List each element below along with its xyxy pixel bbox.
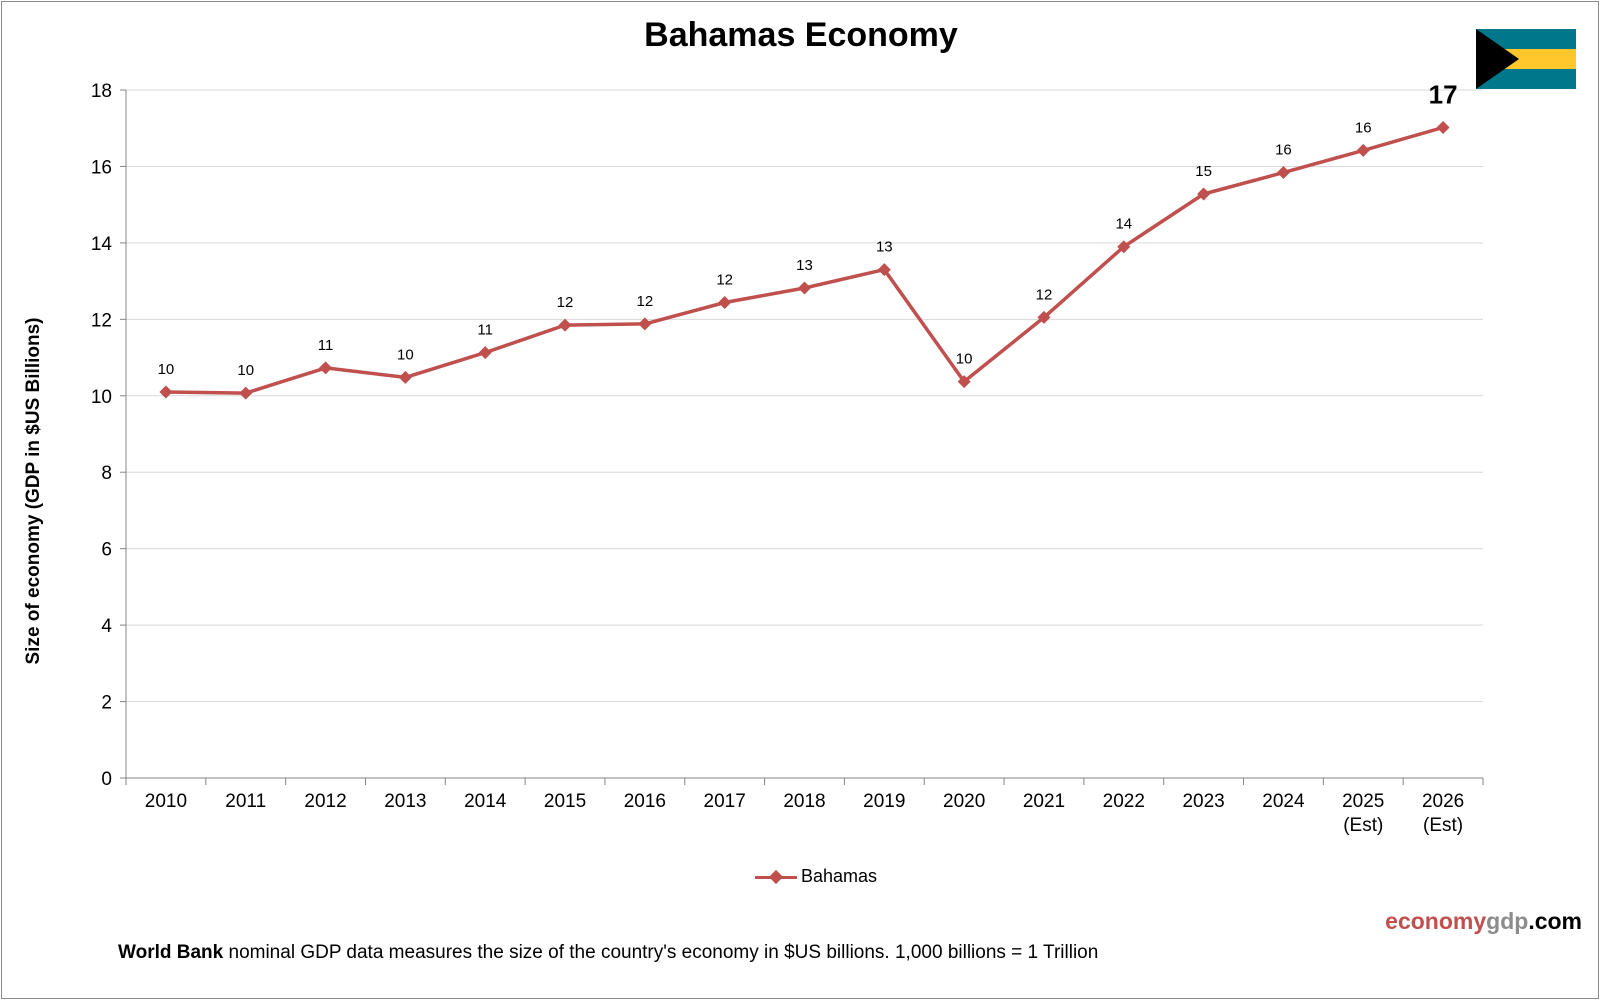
y-tick-label-16: 16 [91,157,112,178]
x-tick-label-12: 2022 [1103,791,1145,812]
data-label-2: 11 [318,337,334,354]
legend-swatch [755,867,797,887]
data-label-14: 16 [1275,142,1292,159]
x-tick-label-10: 2020 [943,791,985,812]
x-tick-label-0: 2010 [145,791,187,812]
data-point-11 [1037,310,1051,324]
x-tick-label-13: 2023 [1182,791,1224,812]
brand-part-economy: economy [1385,908,1487,934]
y-tick-label-12: 12 [91,310,112,331]
x-tick-label-5: 2015 [544,791,586,812]
data-point-16 [1436,120,1450,134]
brand-watermark: economygdp.com [1385,908,1582,935]
chart-title: Bahamas Economy [644,16,958,54]
data-label-12: 14 [1115,216,1132,233]
data-point-7 [718,296,732,310]
x-tick-label-4: 2014 [464,791,507,812]
gridlines [126,89,1483,703]
data-point-14 [1276,166,1290,180]
x-tick-label-3: 2013 [384,791,426,812]
footnote-text: nominal GDP data measures the size of th… [223,942,1099,963]
data-point-4 [478,346,492,360]
data-label-1: 10 [237,362,254,379]
data-point-10 [957,375,971,389]
data-point-2 [319,361,333,375]
y-tick-label-0: 0 [101,769,112,790]
y-tick-label-14: 14 [91,234,113,255]
flag-stripe-bottom [1476,69,1576,89]
flag-stripe-top [1476,29,1576,49]
y-tick-label-4: 4 [101,616,112,637]
footnote-source: World Bank [118,942,224,963]
footnote: World Bank nominal GDP data measures the… [118,942,1098,964]
data-label-8: 13 [796,257,813,274]
x-tick-label-6: 2016 [624,791,666,812]
data-point-15 [1356,143,1370,157]
data-label-10: 10 [956,351,973,368]
x-tick-label-8: 2018 [783,791,825,812]
x-tick-label-9: 2019 [863,791,905,812]
x-tick-label-7: 2017 [704,791,746,812]
data-labels: 10 10 11 10 11 12 12 12 13 13 10 12 14 15 16 16 17 [158,79,1458,379]
data-label-4: 11 [477,322,493,339]
x-tick-label-16-line2: (Est) [1423,815,1463,836]
brand-part-gdp: gdp [1486,908,1529,934]
axes [120,89,1484,785]
y-tick-label-6: 6 [101,540,112,561]
x-tick-labels: 2010 2011 2012 2013 2014 2015 2016 2017 2018 2019… [145,791,1464,836]
data-label-6: 12 [637,293,654,310]
data-label-7: 12 [716,272,733,289]
data-label-13: 15 [1195,163,1212,180]
y-tick-label-10: 10 [91,387,112,408]
x-tick-label-11: 2021 [1023,791,1065,812]
data-point-0 [159,385,173,399]
bahamas-flag-icon [1476,29,1576,89]
y-tick-label-2: 2 [101,693,112,714]
data-point-9 [877,263,891,277]
data-label-9: 13 [876,239,893,256]
x-tick-label-1: 2011 [225,791,266,812]
data-label-3: 10 [397,346,414,363]
y-tick-label-18: 18 [91,81,112,102]
data-point-5 [558,318,572,332]
series-bahamas [159,120,1450,400]
x-tick-label-2: 2012 [304,791,346,812]
data-point-13 [1197,187,1211,201]
x-tick-label-16: 2026 [1422,791,1464,812]
data-label-11: 12 [1036,286,1053,303]
x-tick-label-15-line2: (Est) [1343,815,1383,836]
legend: Bahamas [755,866,877,887]
y-tick-labels: 0 2 4 6 8 10 12 14 16 18 [91,81,113,790]
data-label-0: 10 [158,361,175,378]
x-tick-label-15: 2025 [1342,791,1384,812]
data-label-15: 16 [1355,119,1372,136]
brand-part-com: .com [1528,908,1582,934]
y-tick-label-8: 8 [101,463,112,484]
data-label-16: 17 [1429,79,1458,109]
flag-triangle [1476,29,1519,89]
data-point-3 [398,370,412,384]
data-label-5: 12 [557,294,574,311]
data-point-1 [239,386,253,400]
data-point-6 [638,317,652,331]
data-point-12 [1117,240,1131,254]
data-point-8 [798,281,811,295]
legend-label: Bahamas [801,866,878,886]
x-tick-label-14: 2024 [1262,791,1305,812]
